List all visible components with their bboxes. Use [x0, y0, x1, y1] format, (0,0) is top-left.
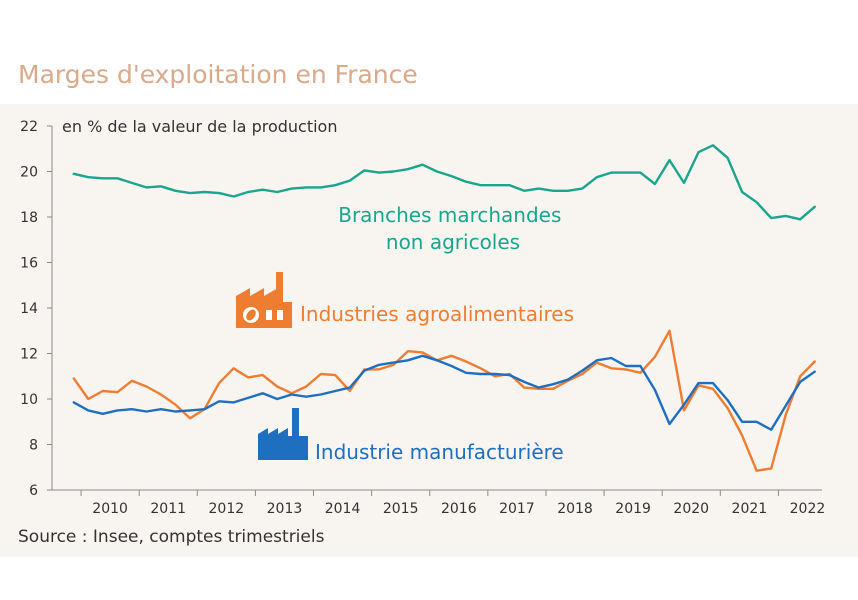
series-label-agro: Industries agroalimentaires [300, 302, 574, 326]
y-axis-unit-label: en % de la valeur de la production [62, 117, 337, 136]
series-label-branches-line2: non agricoles [386, 230, 520, 254]
series-label-branches: Branches marchandes non agricoles [338, 203, 568, 254]
x-tick-label: 2022 [790, 501, 826, 517]
series-lines [72, 144, 816, 472]
chart-panel: 6 8 10 12 14 16 18 20 22 2010 2011 2012 2013 2014 201… [0, 104, 858, 557]
x-tick-label: 2014 [325, 501, 361, 517]
source-note: Source : Insee, comptes trimestriels [18, 527, 325, 547]
y-tick-label: 8 [29, 438, 38, 454]
x-tick-label: 2012 [209, 501, 245, 517]
x-tick-label: 2016 [441, 501, 477, 517]
series-line-2 [72, 354, 816, 431]
x-tick-label: 2019 [615, 501, 651, 517]
y-tick-label: 16 [20, 256, 38, 272]
x-tick-label: 2010 [92, 501, 128, 517]
y-tick-label: 14 [20, 301, 38, 317]
x-tick-label: 2021 [732, 501, 768, 517]
y-tick-label: 12 [20, 347, 38, 363]
x-tick-label: 2020 [673, 501, 709, 517]
series-label-branches-line1: Branches marchandes [338, 203, 561, 227]
y-tick-label: 10 [20, 392, 38, 408]
x-tick-label: 2017 [499, 501, 535, 517]
x-tick-label: 2018 [557, 501, 593, 517]
x-tick-label: 2011 [150, 501, 186, 517]
x-tick-labels: 2010 2011 2012 2013 2014 2015 2016 2017 2018 2019… [80, 490, 826, 517]
x-tick-label: 2013 [267, 501, 303, 517]
y-tick-label: 18 [20, 210, 38, 226]
y-tick-labels: 6 8 10 12 14 16 18 20 22 [20, 119, 52, 499]
series-line-0 [72, 144, 816, 221]
factory-leaf-icon [236, 272, 292, 328]
y-tick-label: 6 [29, 483, 38, 499]
y-tick-label: 22 [20, 119, 38, 135]
chart-title: Marges d'exploitation en France [18, 60, 418, 89]
y-tick-label: 20 [20, 165, 38, 181]
factory-icon [258, 408, 308, 460]
series-label-manuf: Industrie manufacturière [315, 440, 564, 464]
x-tick-label: 2015 [383, 501, 419, 517]
series-line-1 [72, 329, 816, 472]
